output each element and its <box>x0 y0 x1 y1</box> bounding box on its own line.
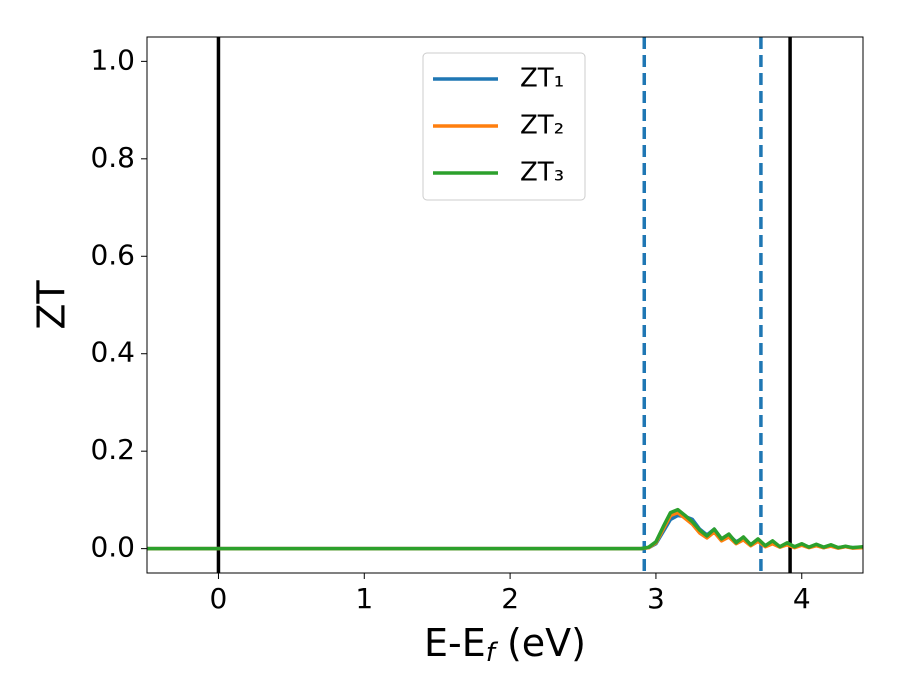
x-tick-label: 3 <box>647 582 665 615</box>
x-axis-label: E-Ef (eV) <box>424 621 586 668</box>
series-line <box>147 507 864 551</box>
legend-label: ZT₁ <box>520 64 564 94</box>
x-label-part: (eV) <box>495 621 586 665</box>
y-tick-label: 0.4 <box>90 336 135 369</box>
legend-label: ZT₃ <box>520 158 564 188</box>
y-axis-label: ZT <box>30 280 74 330</box>
plot-frame <box>146 36 864 574</box>
x-tick-label: 4 <box>793 582 811 615</box>
x-tick-label: 2 <box>501 582 519 615</box>
y-tick-label: 1.0 <box>90 43 135 76</box>
x-tick-label: 1 <box>355 582 373 615</box>
x-label-part: E-E <box>424 621 486 665</box>
y-tick-label: 0.8 <box>90 141 135 174</box>
legend-label: ZT₂ <box>520 111 564 141</box>
y-tick-label: 0.2 <box>90 433 135 466</box>
y-tick-label: 0.6 <box>90 238 135 271</box>
x-tick-label: 0 <box>210 582 228 615</box>
legend-box <box>422 52 586 201</box>
series-line <box>147 510 864 551</box>
y-tick-label: 0.0 <box>90 531 135 564</box>
